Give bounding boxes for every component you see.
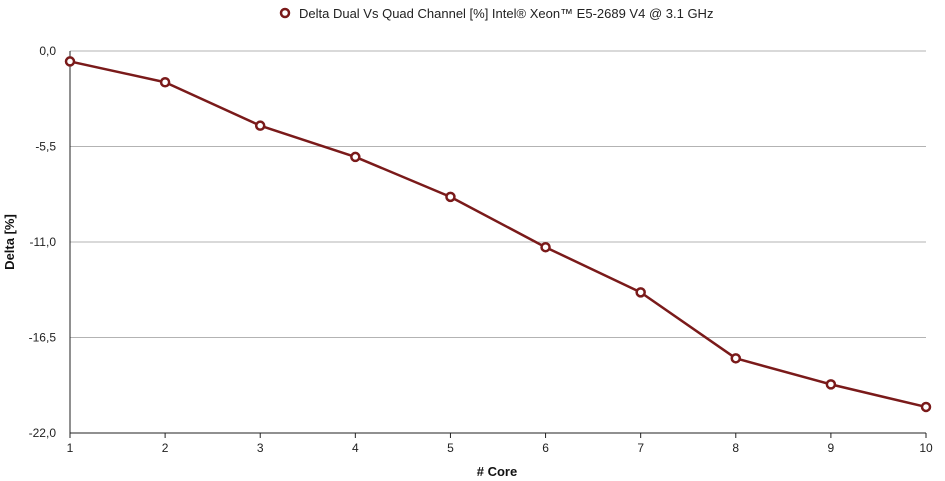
- y-axis-title: Delta [%]: [2, 214, 17, 270]
- x-tick-labels: 1 2 3 4 5 6 7 8 9 10: [67, 433, 933, 455]
- data-point: [635, 287, 646, 298]
- data-point: [825, 379, 837, 390]
- data-point: [159, 77, 171, 88]
- data-point: [920, 401, 932, 413]
- series-group: [64, 56, 932, 413]
- data-point: [445, 191, 456, 203]
- y-tick-labels: 0,0 -5,5 -11,0 -16,5 -22,0: [29, 44, 57, 440]
- x-tick-label: 3: [257, 441, 264, 455]
- legend-marker: [279, 7, 291, 19]
- x-axis-title: # Core: [477, 464, 517, 479]
- y-tick-label: 0,0: [39, 44, 56, 58]
- x-tick-label: 5: [447, 441, 454, 455]
- y-tick-label: -16,5: [29, 331, 57, 345]
- legend-label: Delta Dual Vs Quad Channel [%] Intel® Xe…: [299, 6, 713, 21]
- series-line: [69, 60, 927, 409]
- x-tick-label: 2: [162, 441, 169, 455]
- data-point: [254, 120, 266, 131]
- x-tick-label: 7: [637, 441, 644, 455]
- data-point: [64, 56, 76, 67]
- x-tick-label: 4: [352, 441, 359, 455]
- gridlines: [70, 50, 926, 338]
- x-tick-label: 10: [919, 441, 933, 455]
- x-tick-label: 1: [67, 441, 74, 455]
- legend: Delta Dual Vs Quad Channel [%] Intel® Xe…: [279, 6, 713, 21]
- axes: [69, 51, 926, 434]
- y-tick-label: -5,5: [35, 140, 56, 154]
- x-tick-label: 9: [828, 441, 835, 455]
- y-tick-label: -22,0: [29, 426, 57, 440]
- data-point: [540, 241, 551, 253]
- data-point: [730, 353, 742, 364]
- y-tick-label: -11,0: [30, 235, 57, 249]
- x-tick-label: 6: [542, 441, 549, 455]
- data-point: [350, 151, 361, 163]
- x-tick-label: 8: [732, 441, 739, 455]
